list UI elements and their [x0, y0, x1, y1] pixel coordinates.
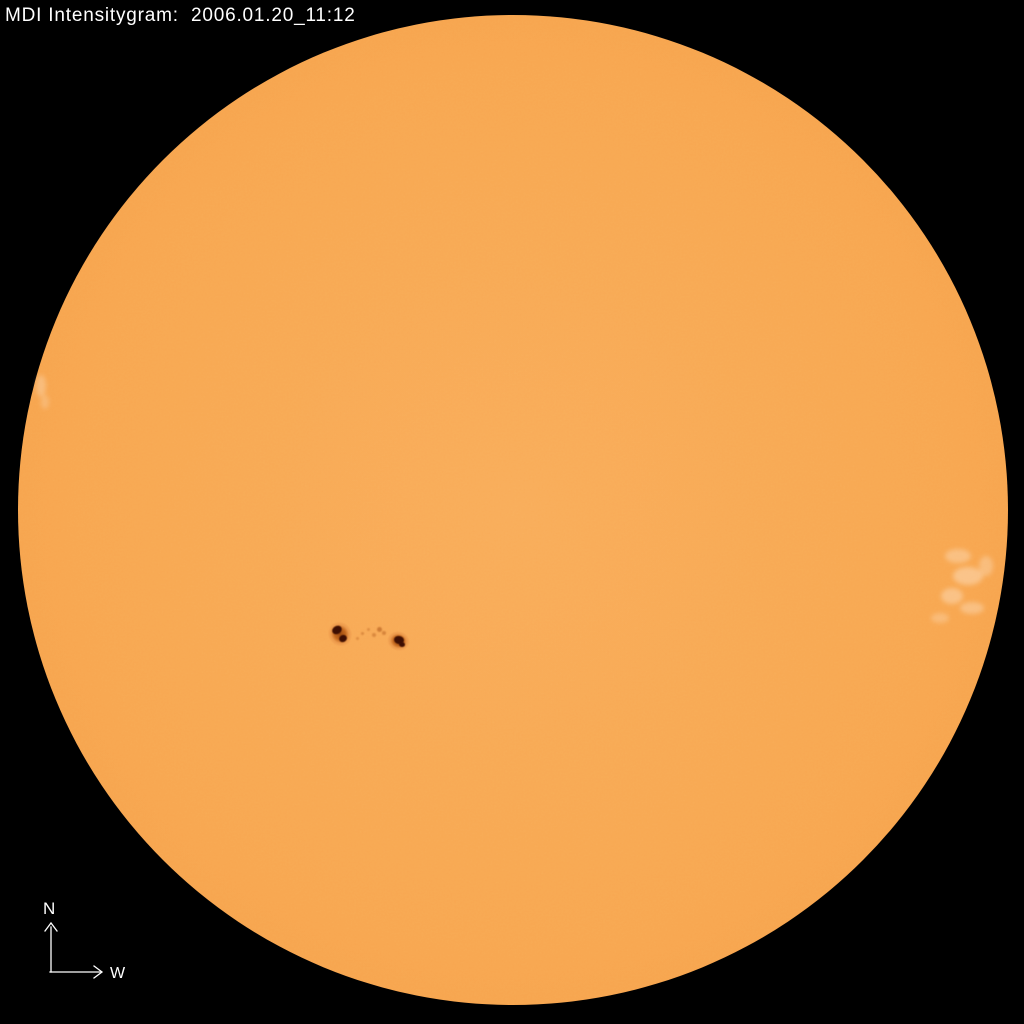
compass-north-label: N [43, 899, 55, 918]
compass-west-label: W [110, 965, 126, 982]
west-arrow-head [93, 965, 104, 979]
north-arrow-head [44, 921, 58, 932]
sun-disk [17, 14, 1008, 1005]
image-title: MDI Intensitygram: 2006.01.20_11:12 [5, 5, 356, 26]
